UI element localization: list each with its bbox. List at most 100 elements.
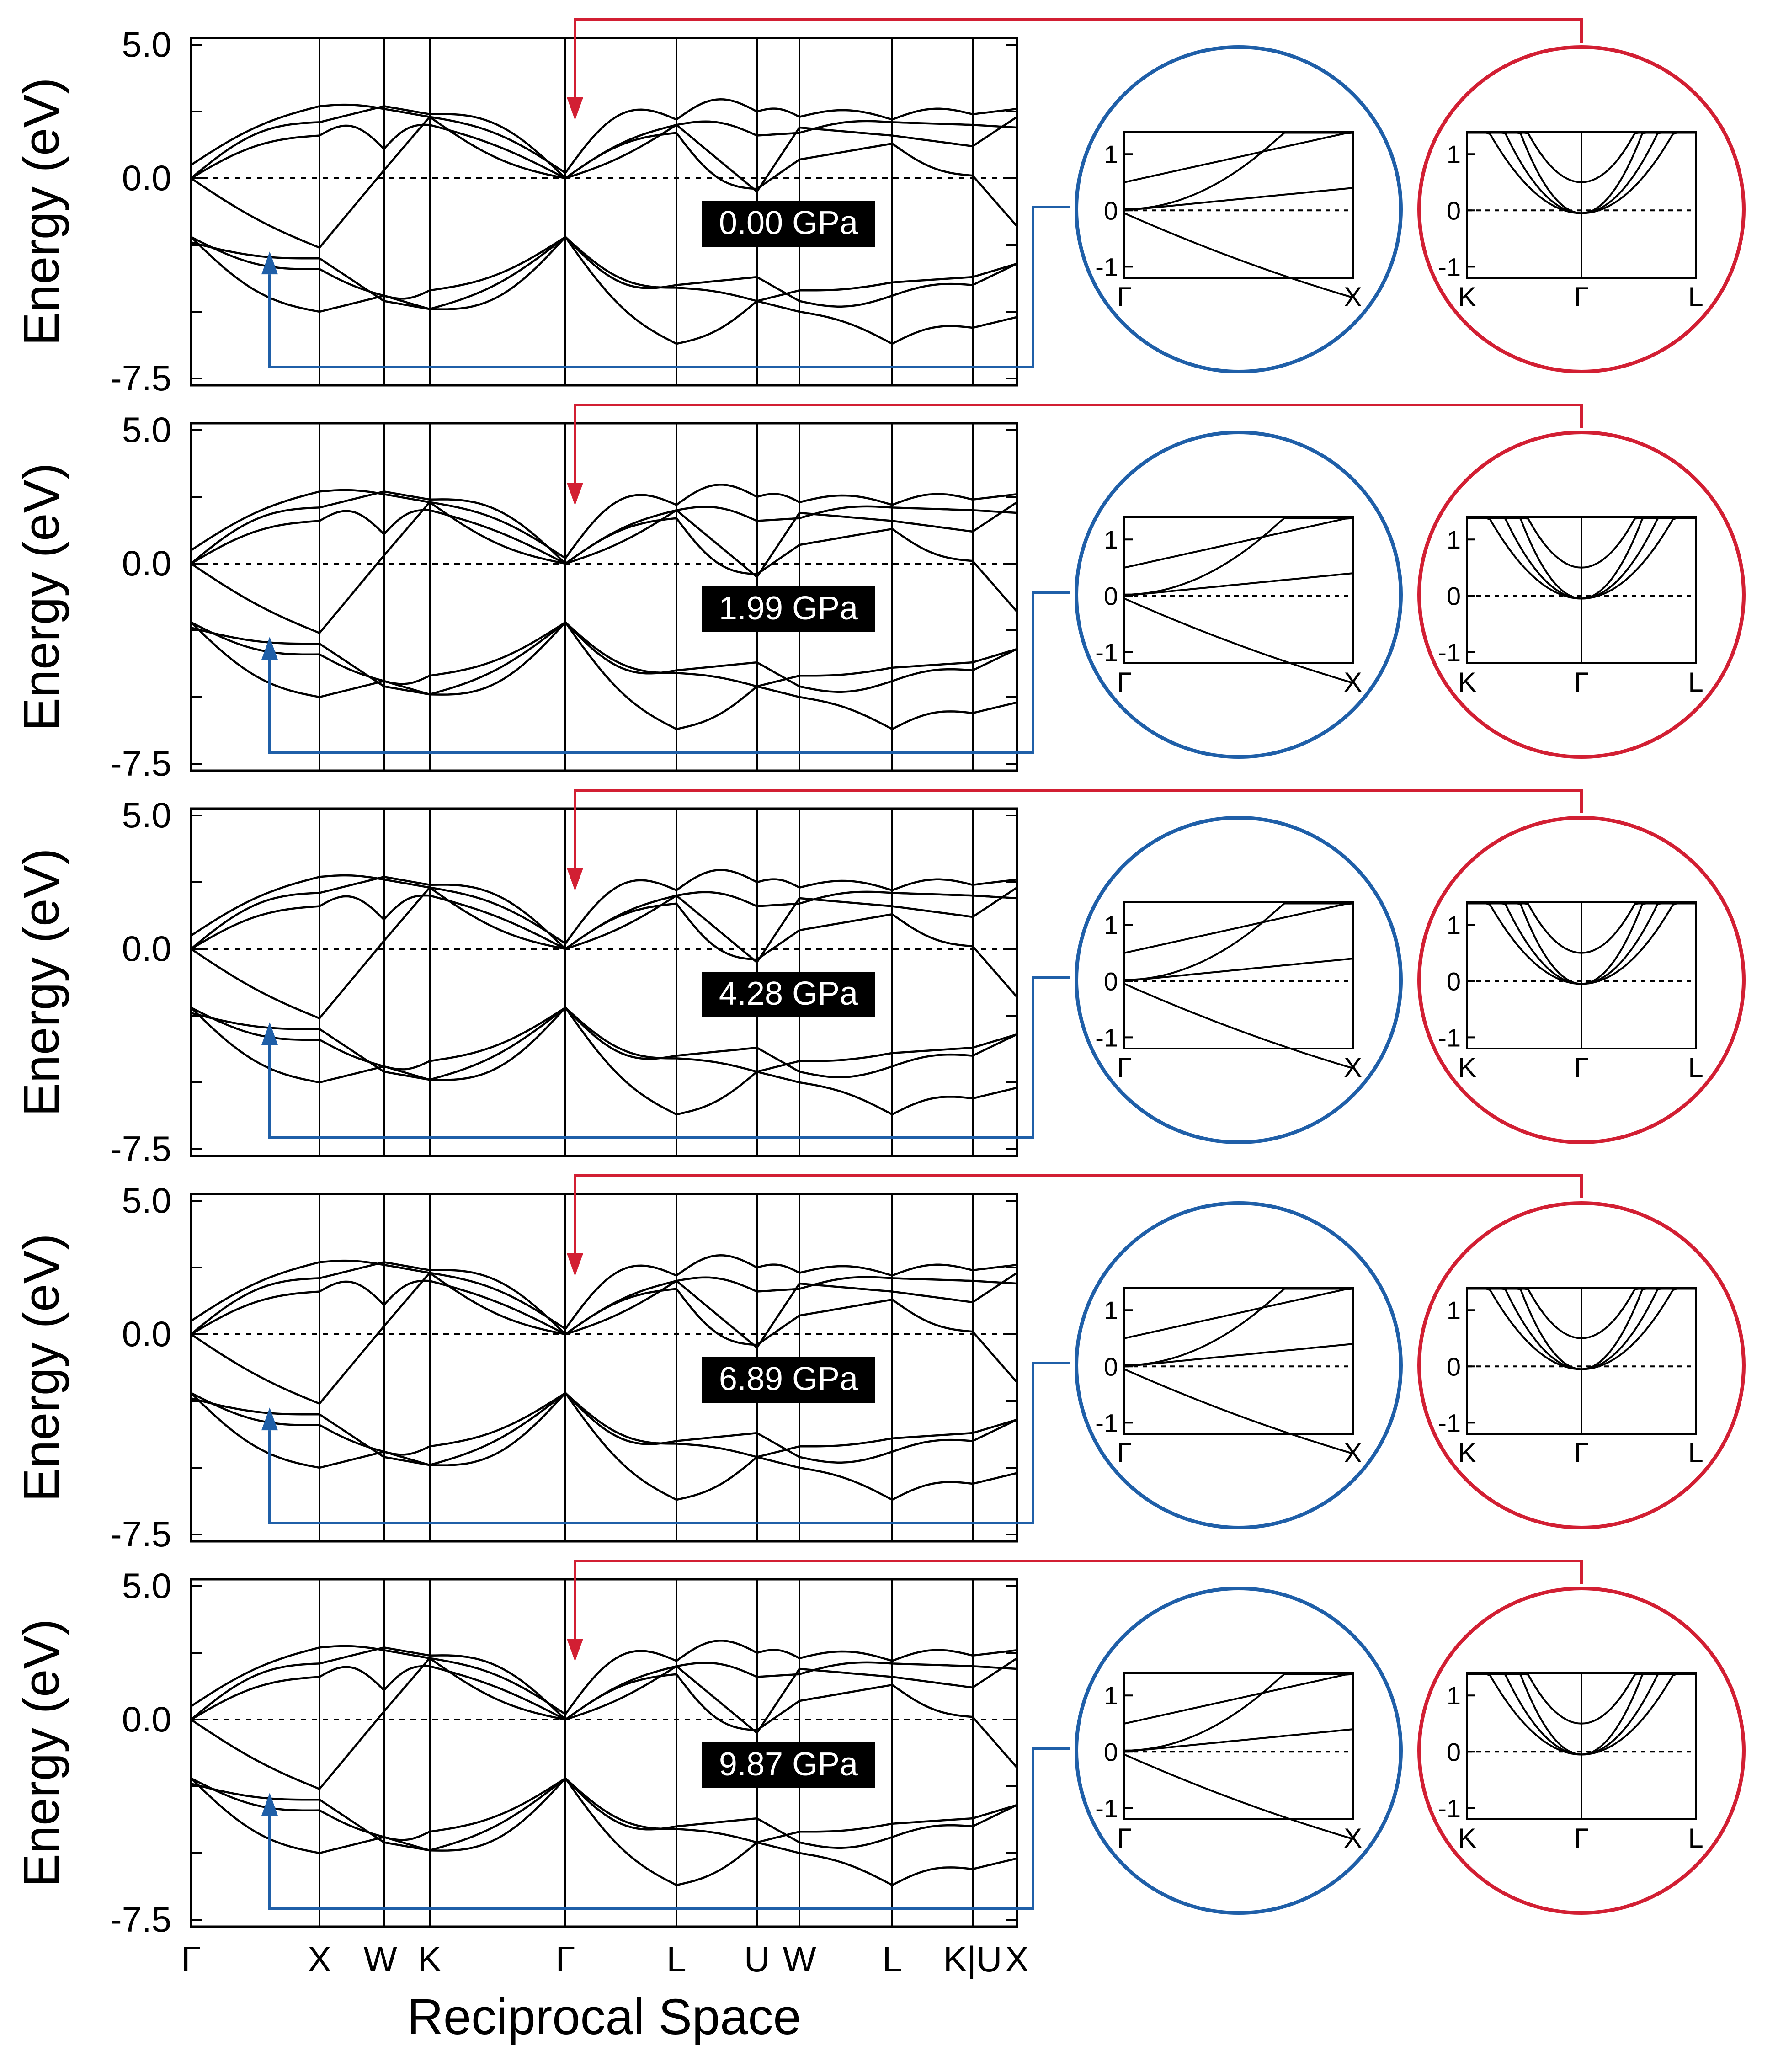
- band-line: [190, 1777, 1017, 1843]
- inset-band-line: [1467, 517, 1582, 569]
- blue-arrowhead: [261, 1022, 278, 1045]
- y-tick-label: 0.0: [122, 158, 171, 198]
- inset-band-line: [1124, 902, 1353, 954]
- inset-band-line: [1124, 983, 1353, 1070]
- inset-y-tick-label: 1: [1104, 140, 1118, 169]
- inset-band-line: [1124, 1753, 1353, 1840]
- inset-y-tick-label: -1: [1095, 1023, 1118, 1052]
- red-connector: [574, 18, 1583, 97]
- band-line: [190, 484, 1017, 560]
- inset-band-line: [1124, 1673, 1353, 1725]
- band-line: [190, 1657, 1018, 1735]
- inset-y-tick-label: 0: [1447, 1352, 1461, 1381]
- inset-band-line: [1124, 572, 1353, 597]
- inset-y-tick-label: 1: [1447, 1681, 1461, 1710]
- inset-x-label: Γ: [1574, 1052, 1589, 1083]
- inset-band-line: [1124, 1343, 1353, 1368]
- inset-band-line: [1467, 132, 1582, 183]
- band-line: [190, 115, 1018, 249]
- pressure-label: 4.28 GPa: [719, 975, 858, 1012]
- blue-inset-frame: [1123, 1287, 1354, 1435]
- blue-inset: 10-1Γ X: [1075, 816, 1403, 1144]
- inset-x-label: K: [1458, 1823, 1476, 1854]
- inset-band-line: [1124, 132, 1353, 183]
- inset-x-label: K: [1458, 282, 1476, 312]
- blue-inset-frame: [1123, 901, 1354, 1049]
- inset-band-line: [1124, 517, 1353, 596]
- inset-y-tick-label: 1: [1104, 1296, 1118, 1325]
- band-line: [190, 501, 1018, 634]
- inset-band-line: [1124, 1288, 1353, 1366]
- band-line: [190, 1006, 1017, 1073]
- y-tick-label: 5.0: [122, 24, 171, 64]
- inset-x-label: L: [1688, 1052, 1703, 1083]
- band-line: [190, 1657, 1018, 1790]
- x-tick-label: U: [744, 1939, 770, 1979]
- blue-inset-circle: [1075, 816, 1403, 1144]
- pressure-label: 6.89 GPa: [719, 1361, 858, 1397]
- inset-y-tick-label: -1: [1438, 1408, 1461, 1437]
- inset-x-label: K: [1458, 1438, 1476, 1468]
- inset-y-tick-label: 0: [1104, 967, 1118, 996]
- band-line: [190, 1391, 1017, 1458]
- band-line: [191, 1391, 1017, 1466]
- inset-band-line: [1581, 1673, 1696, 1725]
- inset-x-label: Γ: [1574, 282, 1589, 312]
- pressure-badge: [702, 1357, 875, 1403]
- inset-y-tick-label: 1: [1447, 525, 1461, 554]
- inset-y-tick-label: 1: [1104, 525, 1118, 554]
- y-tick-label: 5.0: [122, 410, 171, 450]
- inset-y-tick-label: -1: [1095, 1408, 1118, 1437]
- x-tick-label: Γ: [181, 1939, 201, 1979]
- blue-inset-frame: [1123, 1672, 1354, 1820]
- panel-frame: [190, 422, 1018, 772]
- y-tick-label: 0.0: [122, 928, 171, 969]
- x-tick-label: X: [308, 1939, 331, 1979]
- y-axis-label: Energy (eV): [13, 463, 69, 731]
- x-tick-label: L: [666, 1939, 686, 1979]
- red-arrowhead: [567, 868, 583, 891]
- inset-y-tick-label: -1: [1095, 638, 1118, 666]
- red-inset: 1 0 -1K Γ L: [1417, 431, 1746, 759]
- inset-band-line: [1124, 517, 1353, 569]
- inset-x-label: L: [1688, 1438, 1703, 1468]
- panel-frame: [190, 807, 1018, 1157]
- band-line: [190, 1254, 1017, 1331]
- band-line: [190, 1272, 1018, 1349]
- inset-y-tick-label: 0: [1104, 581, 1118, 610]
- y-tick-label: 5.0: [122, 795, 171, 835]
- red-inset: 1 0 -1K Γ L: [1417, 816, 1746, 1144]
- pressure-badge: [702, 1742, 875, 1788]
- y-axis-label: Energy (eV): [13, 78, 69, 346]
- red-inset: 1 0 -1K Γ L: [1417, 45, 1746, 373]
- y-tick-label: -7.5: [110, 358, 171, 398]
- inset-y-tick-label: 0: [1447, 581, 1461, 610]
- blue-connector: [268, 591, 1070, 754]
- inset-x-label: Γ: [1117, 282, 1132, 312]
- band-line: [190, 235, 1017, 345]
- blue-arrowhead: [261, 1407, 278, 1431]
- blue-inset: 10-1Γ X: [1075, 1201, 1403, 1529]
- red-arrowhead: [567, 97, 583, 120]
- x-tick-label: W: [783, 1939, 816, 1979]
- inset-y-tick-label: -1: [1438, 638, 1461, 666]
- inset-band-line: [1124, 1288, 1353, 1339]
- band-line: [191, 235, 1017, 310]
- inset-x-label: Γ: [1117, 1823, 1132, 1854]
- band-line: [190, 98, 1017, 175]
- inset-y-tick-label: 0: [1104, 196, 1118, 225]
- y-tick-label: -7.5: [110, 1129, 171, 1169]
- pressure-label: 9.87 GPa: [719, 1746, 858, 1783]
- x-tick-label: K: [418, 1939, 442, 1979]
- inset-x-label: L: [1688, 282, 1703, 312]
- blue-inset-circle: [1075, 431, 1403, 759]
- inset-band-line: [1467, 902, 1582, 954]
- blue-inset-circle: [1075, 1587, 1403, 1915]
- blue-inset-circle: [1075, 1201, 1403, 1529]
- inset-y-tick-label: 1: [1104, 1681, 1118, 1710]
- blue-arrowhead: [261, 1793, 278, 1816]
- inset-y-tick-label: 1: [1447, 140, 1461, 169]
